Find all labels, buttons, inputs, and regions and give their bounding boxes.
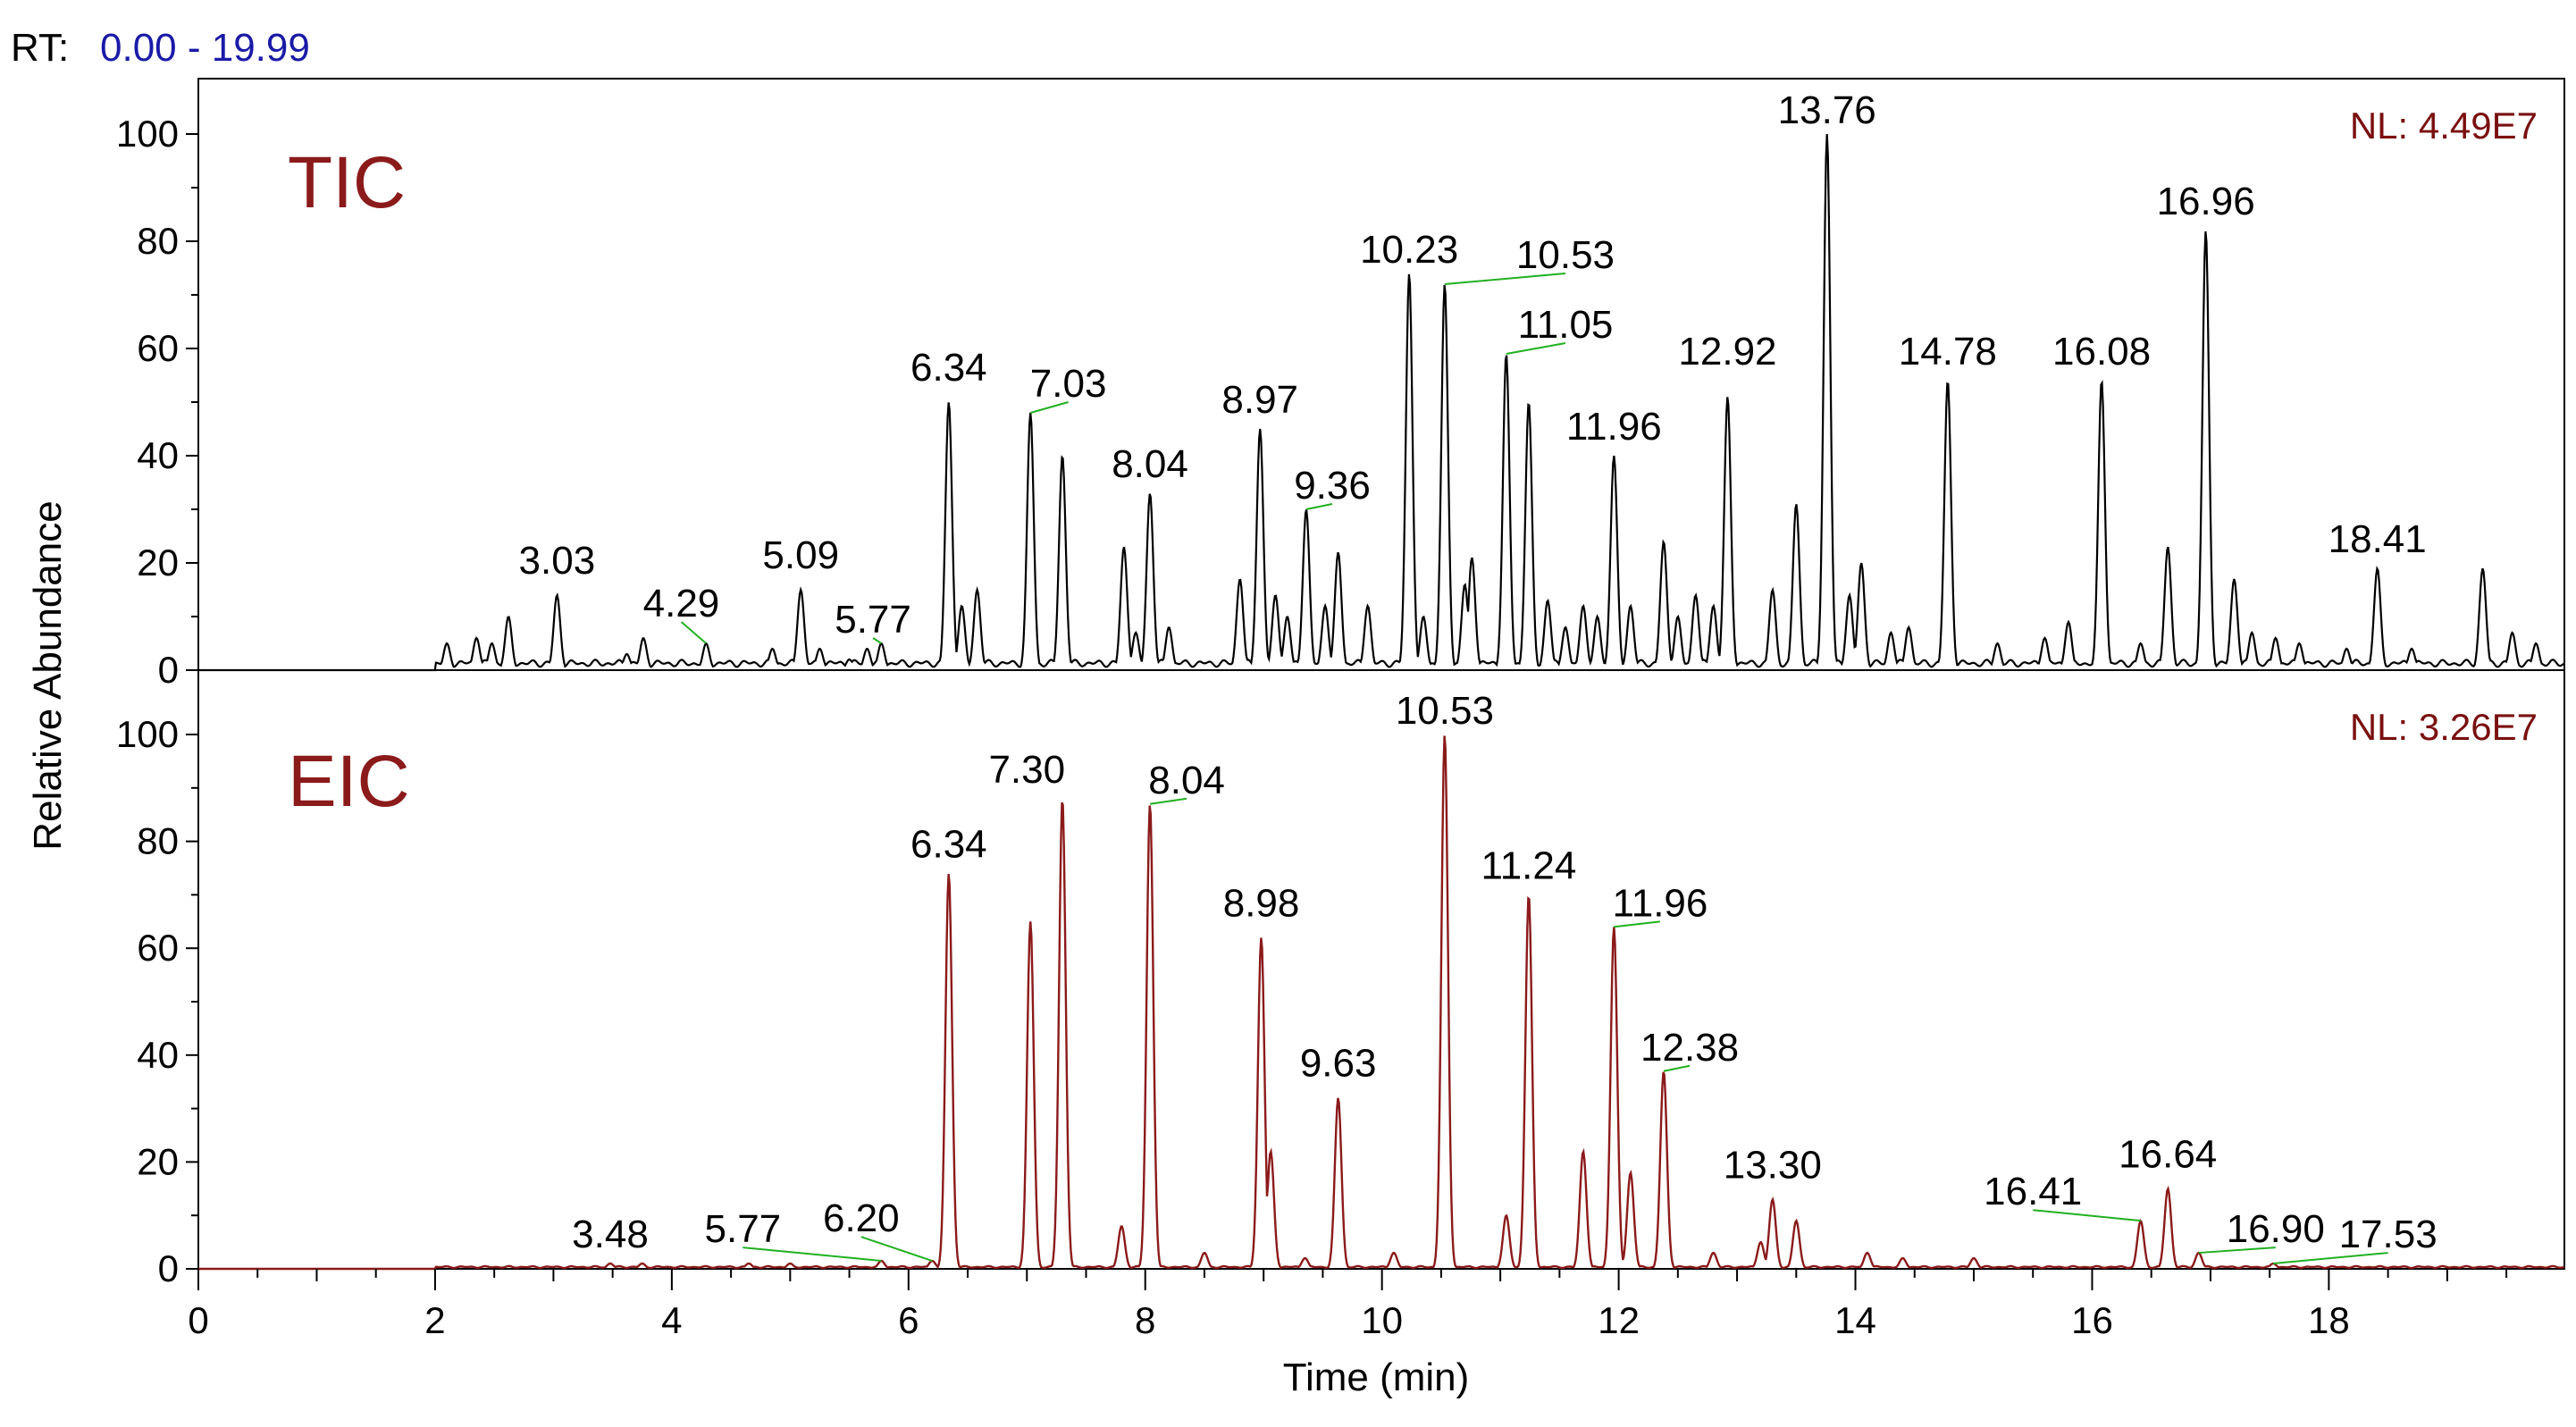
tic-peak-label: 8.97 <box>1221 378 1298 422</box>
y-axis-title: Relative Abundance <box>26 500 70 850</box>
tic-peak-label: 11.96 <box>1566 405 1662 449</box>
eic-peak-label: 7.30 <box>988 748 1065 792</box>
tic-peak-leader-line <box>680 621 707 644</box>
eic-peak-leader-line <box>1663 1064 1691 1072</box>
tic-peak-label: 14.78 <box>1899 330 1997 374</box>
tic-peak-leader-line <box>1029 401 1069 414</box>
eic-y-tick-label: 20 <box>137 1140 179 1182</box>
x-tick-label: 0 <box>188 1299 208 1341</box>
eic-peak-label: 11.96 <box>1613 881 1708 925</box>
tic-peak-label: 13.76 <box>1778 88 1876 132</box>
x-tick-label: 18 <box>2308 1299 2350 1341</box>
tic-trace-line <box>198 133 2565 672</box>
tic-peak-label: 18.41 <box>2328 517 2427 561</box>
eic-y-axis: 0 20 40 60 80 100 <box>116 713 198 1289</box>
eic-peak-label: 6.20 <box>823 1196 900 1240</box>
tic-peak-leader-line <box>872 637 882 644</box>
tic-y-tick-label: 80 <box>137 220 179 262</box>
eic-peak-label: 9.63 <box>1300 1042 1377 1086</box>
eic-trace-name: EIC <box>288 741 410 822</box>
tic-peak-label: 3.03 <box>519 539 596 583</box>
eic-peak-label: 16.41 <box>1984 1170 2082 1213</box>
tic-peak-label: 4.29 <box>643 582 720 625</box>
tic-trace-name: TIC <box>288 142 406 223</box>
tic-y-tick-label: 60 <box>137 327 179 369</box>
eic-peak-label: 8.98 <box>1223 881 1300 925</box>
eic-peak-label: 5.77 <box>705 1207 782 1251</box>
x-tick-label: 16 <box>2071 1299 2113 1341</box>
eic-peak-leader-line <box>2033 1209 2141 1222</box>
eic-y-tick-label: 40 <box>137 1034 179 1076</box>
x-tick-label: 10 <box>1361 1299 1403 1341</box>
tic-peak-leader-line <box>1506 342 1566 355</box>
eic-panel: EIC NL: 3.26E7 0 20 40 60 80 100 3.48 5.77 6.20… <box>116 669 2565 1289</box>
tic-panel: TIC NL: 4.49E7 0 20 40 60 80 100 3.03 4.29 5.09… <box>116 78 2565 691</box>
tic-peak-label: 16.08 <box>2052 330 2151 374</box>
eic-peak-label: 16.90 <box>2227 1207 2325 1251</box>
tic-peak-leader-line <box>1444 273 1566 285</box>
x-tick-label: 8 <box>1135 1299 1155 1341</box>
eic-peak-label: 6.34 <box>910 823 987 867</box>
x-axis-title: Time (min) <box>1283 1356 1470 1399</box>
tic-peak-label: 16.96 <box>2157 180 2255 223</box>
eic-peak-leader-line <box>1614 920 1661 928</box>
tic-peak-labels: 3.03 4.29 5.09 5.77 6.34 7.038.04 8.97 9.36 10.2… <box>519 88 2427 644</box>
eic-y-tick-label: 60 <box>137 927 179 969</box>
tic-y-tick-label: 40 <box>137 434 179 476</box>
tic-peak-label: 7.03 <box>1030 362 1107 406</box>
eic-peak-label: 3.48 <box>572 1213 649 1256</box>
eic-peak-label: 16.64 <box>2119 1132 2217 1176</box>
rt-label: RT: <box>11 26 69 70</box>
eic-peak-labels: 3.48 5.77 6.20 6.347.30 8.04 8.98 9.63 10.53 11.… <box>572 689 2438 1265</box>
tic-peak-label: 10.53 <box>1516 233 1615 277</box>
eic-trace-line <box>198 735 2565 1271</box>
x-tick-label: 6 <box>898 1299 919 1341</box>
eic-peak-leader-line <box>860 1236 933 1262</box>
tic-peak-leader-line <box>1305 503 1333 510</box>
tic-peak-label: 5.09 <box>762 533 839 577</box>
tic-y-tick-label: 0 <box>158 649 179 691</box>
tic-peak-label: 11.05 <box>1518 303 1614 347</box>
tic-y-tick-label: 20 <box>137 541 179 583</box>
eic-y-tick-label: 0 <box>158 1247 179 1289</box>
eic-peak-leader-line <box>2273 1252 2388 1265</box>
tic-peak-label: 10.23 <box>1360 228 1458 272</box>
x-tick-label: 14 <box>1834 1299 1876 1341</box>
x-axis: 0 2 4 6 8 10 12 14 16 18 <box>188 1269 2508 1341</box>
eic-peak-leader-line <box>743 1247 882 1263</box>
eic-plot-frame <box>197 669 2565 1270</box>
tic-peak-label: 5.77 <box>835 598 911 642</box>
eic-peak-label: 17.53 <box>2339 1213 2438 1256</box>
eic-peak-label: 10.53 <box>1396 689 1494 733</box>
x-tick-label: 2 <box>424 1299 445 1341</box>
eic-peak-leader-line <box>1149 797 1187 805</box>
tic-y-axis: 0 20 40 60 80 100 <box>116 113 198 691</box>
rt-range-value: 0.00 - 19.99 <box>100 26 310 70</box>
eic-nl-value: NL: 3.26E7 <box>2350 706 2538 748</box>
eic-peak-label: 13.30 <box>1724 1143 1822 1187</box>
tic-peak-label: 8.04 <box>1112 442 1188 486</box>
eic-y-tick-label: 100 <box>116 713 179 755</box>
tic-nl-value: NL: 4.49E7 <box>2350 105 2538 147</box>
eic-peak-label: 12.38 <box>1640 1026 1739 1070</box>
eic-peak-leader-line <box>2198 1247 2276 1255</box>
x-tick-label: 12 <box>1598 1299 1640 1341</box>
tic-peak-label: 6.34 <box>910 346 987 390</box>
eic-peak-label: 8.04 <box>1148 759 1225 802</box>
tic-peak-label: 12.92 <box>1678 330 1776 374</box>
tic-y-tick-label: 100 <box>116 113 179 155</box>
eic-peak-label: 11.24 <box>1481 844 1576 887</box>
eic-y-tick-label: 80 <box>137 820 179 862</box>
x-tick-label: 4 <box>661 1299 682 1341</box>
tic-peak-label: 9.36 <box>1294 464 1371 508</box>
